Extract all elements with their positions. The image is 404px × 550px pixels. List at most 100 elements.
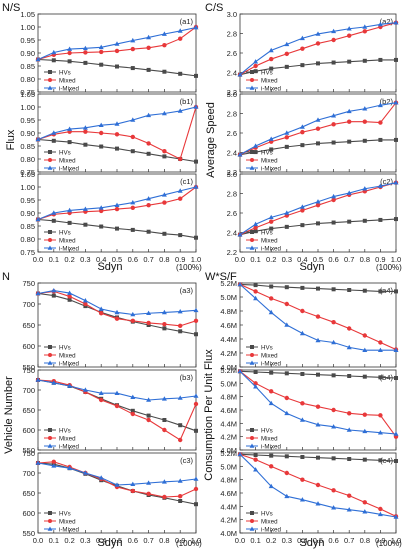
point-mixed bbox=[347, 411, 352, 416]
point-hvs bbox=[378, 458, 383, 463]
panel-label: (a2) bbox=[380, 17, 394, 26]
point-mixed bbox=[300, 129, 305, 135]
point-i-mixed bbox=[331, 193, 337, 199]
point-mixed bbox=[178, 437, 183, 443]
point-i-mixed bbox=[331, 424, 337, 429]
legend-marker bbox=[250, 428, 254, 432]
x-tick-label: 0.9 bbox=[175, 536, 185, 545]
point-hvs bbox=[115, 146, 119, 151]
panel-label: (c2) bbox=[380, 177, 393, 186]
y-tick-label: 2.4 bbox=[227, 149, 237, 158]
point-mixed bbox=[347, 33, 352, 38]
point-hvs bbox=[284, 64, 289, 69]
point-i-mixed bbox=[177, 478, 183, 483]
x-unit-note-ns: (100%) bbox=[176, 263, 202, 272]
legend-entry-hvs: HVs bbox=[44, 70, 71, 77]
panel-c2: 2.2 2.4 2.6 2.8 3.0 0.0 0.1 0.2 0.3 0.4 0.5 0.6 0.7 0… bbox=[227, 170, 402, 264]
panel-c3: 550 600 650 700 750 0.0 0.1 0.2 0.3 0.4 0.5 0.6 0.7 0… bbox=[22, 449, 201, 545]
point-i-mixed bbox=[82, 206, 88, 211]
point-mixed bbox=[114, 48, 120, 54]
y-tick-label: 550 bbox=[22, 446, 35, 455]
x-tick-label: 0.5 bbox=[112, 255, 122, 264]
point-i-mixed bbox=[98, 122, 104, 127]
point-hvs bbox=[51, 138, 56, 143]
legend-marker bbox=[47, 245, 53, 250]
legend-marker bbox=[249, 245, 255, 250]
y-tick-label: 3.0 bbox=[227, 170, 237, 179]
point-i-mixed bbox=[114, 309, 120, 315]
x-tick-label: 1.0 bbox=[391, 536, 401, 545]
point-i-mixed bbox=[315, 199, 321, 204]
point-mixed bbox=[99, 208, 104, 214]
legend-marker bbox=[48, 436, 52, 440]
legend-label: i-Mixed bbox=[59, 246, 79, 253]
point-i-mixed bbox=[284, 210, 290, 215]
point-mixed bbox=[99, 311, 104, 316]
point-i-mixed bbox=[35, 460, 41, 465]
panel-label: (b2) bbox=[380, 97, 394, 106]
legend-entry-mixed: Mixed bbox=[44, 238, 76, 245]
legend-label: i-Mixed bbox=[59, 527, 79, 534]
y-tick-label: 4.8M bbox=[220, 476, 237, 485]
point-hvs bbox=[378, 289, 383, 294]
point-i-mixed bbox=[393, 347, 399, 352]
panel-c4: 4.0M 4.2M 4.4M 4.6M 4.8M 5.0M 5.2M 0.0 0.1 0.2 0.3… bbox=[220, 449, 401, 545]
legend-label: Mixed bbox=[59, 158, 76, 165]
point-mixed bbox=[253, 63, 258, 69]
x-unit-note-wsf: (100%) bbox=[376, 539, 402, 548]
point-hvs bbox=[253, 283, 258, 288]
point-i-mixed bbox=[299, 330, 305, 336]
point-mixed bbox=[178, 36, 183, 41]
point-hvs bbox=[331, 140, 336, 145]
x-tick-label: 0.3 bbox=[80, 255, 90, 264]
legend-marker bbox=[47, 443, 53, 448]
point-hvs bbox=[300, 455, 305, 459]
point-i-mixed bbox=[315, 422, 321, 427]
y-tick-label: 4.8M bbox=[220, 393, 237, 402]
panel-a4: 4.0M 4.2M 4.4M 4.6M 4.8M 5.0M 5.2M (a4) HVsMixed… bbox=[220, 279, 399, 372]
point-hvs bbox=[162, 326, 167, 331]
point-hvs bbox=[316, 455, 320, 460]
point-hvs bbox=[146, 413, 151, 418]
point-hvs bbox=[300, 223, 305, 228]
point-i-mixed bbox=[393, 100, 399, 105]
point-i-mixed bbox=[268, 483, 274, 489]
y-tick-label: 650 bbox=[22, 321, 35, 330]
xlabel-ns: Sdyn bbox=[97, 261, 122, 273]
legend-marker bbox=[47, 165, 53, 170]
y-tick-label: 600 bbox=[22, 509, 35, 518]
y-tick-label: 0.75 bbox=[20, 248, 35, 257]
x-tick-label: 0.7 bbox=[143, 536, 153, 545]
y-tick-label: 4.2M bbox=[220, 433, 237, 442]
y-tick-label: 2.2 bbox=[227, 168, 237, 177]
point-hvs bbox=[316, 286, 320, 291]
legend-label: Mixed bbox=[59, 238, 76, 245]
point-mixed bbox=[362, 412, 367, 417]
point-i-mixed bbox=[130, 117, 136, 122]
y-tick-label: 2.6 bbox=[227, 129, 237, 138]
point-mixed bbox=[83, 50, 88, 55]
point-i-mixed bbox=[146, 112, 152, 118]
point-hvs bbox=[51, 58, 56, 63]
legend-marker bbox=[249, 443, 255, 448]
x-tick-label: 0.3 bbox=[80, 536, 90, 545]
point-i-mixed bbox=[177, 188, 183, 193]
point-i-mixed bbox=[177, 28, 183, 33]
y-tick-label: 600 bbox=[22, 426, 35, 435]
point-i-mixed bbox=[98, 205, 104, 210]
point-i-mixed bbox=[315, 501, 321, 506]
xlabel-n: Sdyn bbox=[97, 537, 122, 549]
panel-frame bbox=[239, 369, 397, 451]
y-tick-label: 550 bbox=[22, 363, 35, 372]
legend-entry-hvs: HVs bbox=[44, 428, 71, 435]
point-mixed bbox=[99, 397, 104, 403]
point-i-mixed bbox=[35, 136, 41, 142]
x-tick-label: 1.0 bbox=[191, 255, 201, 264]
legend-entry-i-mixed: i-Mixed bbox=[246, 360, 281, 368]
point-i-mixed bbox=[146, 397, 152, 402]
point-hvs bbox=[162, 154, 167, 159]
point-i-mixed bbox=[393, 180, 399, 185]
point-mixed bbox=[130, 488, 135, 494]
point-mixed bbox=[269, 464, 274, 469]
legend-entry-i-mixed: i-Mixed bbox=[44, 85, 79, 93]
